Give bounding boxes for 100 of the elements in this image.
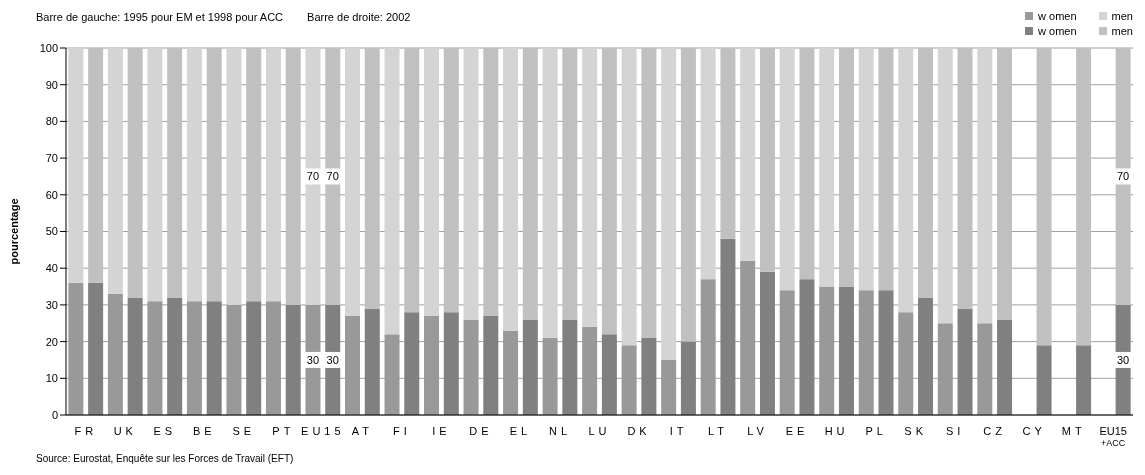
data-label: 30 (1116, 353, 1130, 366)
bar (700, 48, 716, 280)
chart-subtitle: Barre de droite: 2002 (307, 11, 411, 23)
bar (127, 297, 143, 415)
bar (918, 48, 934, 298)
bar (206, 301, 222, 415)
data-label: 70 (326, 170, 339, 183)
y-tick-label: 20 (45, 335, 58, 348)
bar (246, 301, 262, 415)
bar (246, 48, 262, 302)
y-tick-label: 70 (45, 152, 58, 165)
bar (483, 315, 499, 415)
data-label: 70 (306, 170, 320, 183)
bar (483, 48, 499, 316)
bar (107, 48, 123, 294)
bar (621, 48, 637, 346)
x-tick-label: SI (945, 425, 965, 437)
x-tick-label: FI (393, 425, 411, 437)
bar (127, 48, 143, 298)
y-tick-label: 40 (45, 262, 58, 275)
x-tick-label: PT (272, 425, 295, 437)
bar (997, 319, 1013, 415)
bar (838, 286, 854, 415)
bar (167, 297, 183, 415)
bar (858, 48, 874, 291)
bar (878, 290, 894, 415)
x-tick-label: FR (74, 425, 98, 437)
bar (186, 48, 202, 302)
bar (562, 319, 578, 415)
bar (562, 48, 578, 320)
bar (364, 308, 380, 415)
y-tick-label: 30 (45, 298, 58, 311)
x-tick-label: IT (669, 425, 688, 437)
legend-label: w omen (1038, 25, 1077, 37)
bar (937, 48, 953, 324)
x-tick-label: MT (1061, 425, 1086, 437)
y-tick-label: 90 (45, 78, 58, 91)
bar (404, 48, 420, 313)
x-tick-label: ES (153, 425, 177, 437)
bar (601, 334, 617, 415)
bar (720, 238, 736, 415)
bar (384, 48, 400, 335)
bar (226, 48, 242, 305)
x-tick-label: CY (1022, 425, 1046, 437)
bar (680, 341, 696, 415)
bar (799, 48, 815, 280)
bar (325, 48, 341, 305)
chart-title: Barre de gauche: 1995 pour EM et 1998 pour ACC (36, 11, 284, 23)
bar (404, 312, 420, 415)
legend-label: w omen (1038, 10, 1077, 22)
bar (957, 48, 973, 309)
bar (522, 48, 538, 320)
y-tick-label: 80 (45, 115, 58, 128)
x-tick-label: LU (588, 425, 611, 437)
bar (1036, 345, 1052, 415)
bar (720, 48, 736, 239)
bar (1076, 345, 1092, 415)
x-tick-label: SK (904, 425, 927, 437)
y-axis-title: pourcentage (7, 198, 20, 265)
bar (878, 48, 894, 291)
bar (601, 48, 617, 335)
x-tick-label: LV (747, 425, 768, 437)
x-tick-label: CZ (983, 425, 1007, 437)
bar (443, 312, 459, 415)
data-label: 30 (326, 353, 339, 366)
bar (1036, 48, 1052, 346)
bar (285, 48, 301, 305)
bar (838, 48, 854, 287)
legend-label: men (1111, 25, 1133, 37)
bar (265, 48, 281, 302)
bar (641, 337, 657, 415)
bar (957, 308, 973, 415)
y-tick-label: 50 (45, 225, 58, 238)
bar (88, 48, 104, 283)
bar (542, 48, 558, 338)
y-tick-label: 60 (45, 188, 58, 201)
bar (167, 48, 183, 298)
bar (779, 48, 795, 291)
bar (68, 48, 84, 283)
bar (918, 297, 934, 415)
x-tick-label: IE (432, 425, 451, 437)
bar (88, 282, 104, 415)
y-tick-label: 10 (45, 372, 58, 385)
bar (424, 48, 440, 316)
bar (819, 48, 835, 287)
y-tick-label: 0 (51, 408, 58, 421)
bar (977, 48, 993, 324)
bar (443, 48, 459, 313)
x-tick-label: AT (351, 425, 374, 437)
bar (1076, 48, 1092, 346)
x-tick-label: NL (548, 425, 572, 437)
x-tick-label: SE (232, 425, 256, 437)
bar (582, 48, 598, 327)
x-tick-label: EE (785, 425, 809, 437)
bar (661, 48, 677, 360)
legend-label: men (1111, 10, 1133, 22)
bar (759, 271, 775, 415)
x-tick-label: PL (865, 425, 887, 437)
x-tick-label: EU15 (301, 425, 345, 437)
bar (305, 48, 321, 305)
